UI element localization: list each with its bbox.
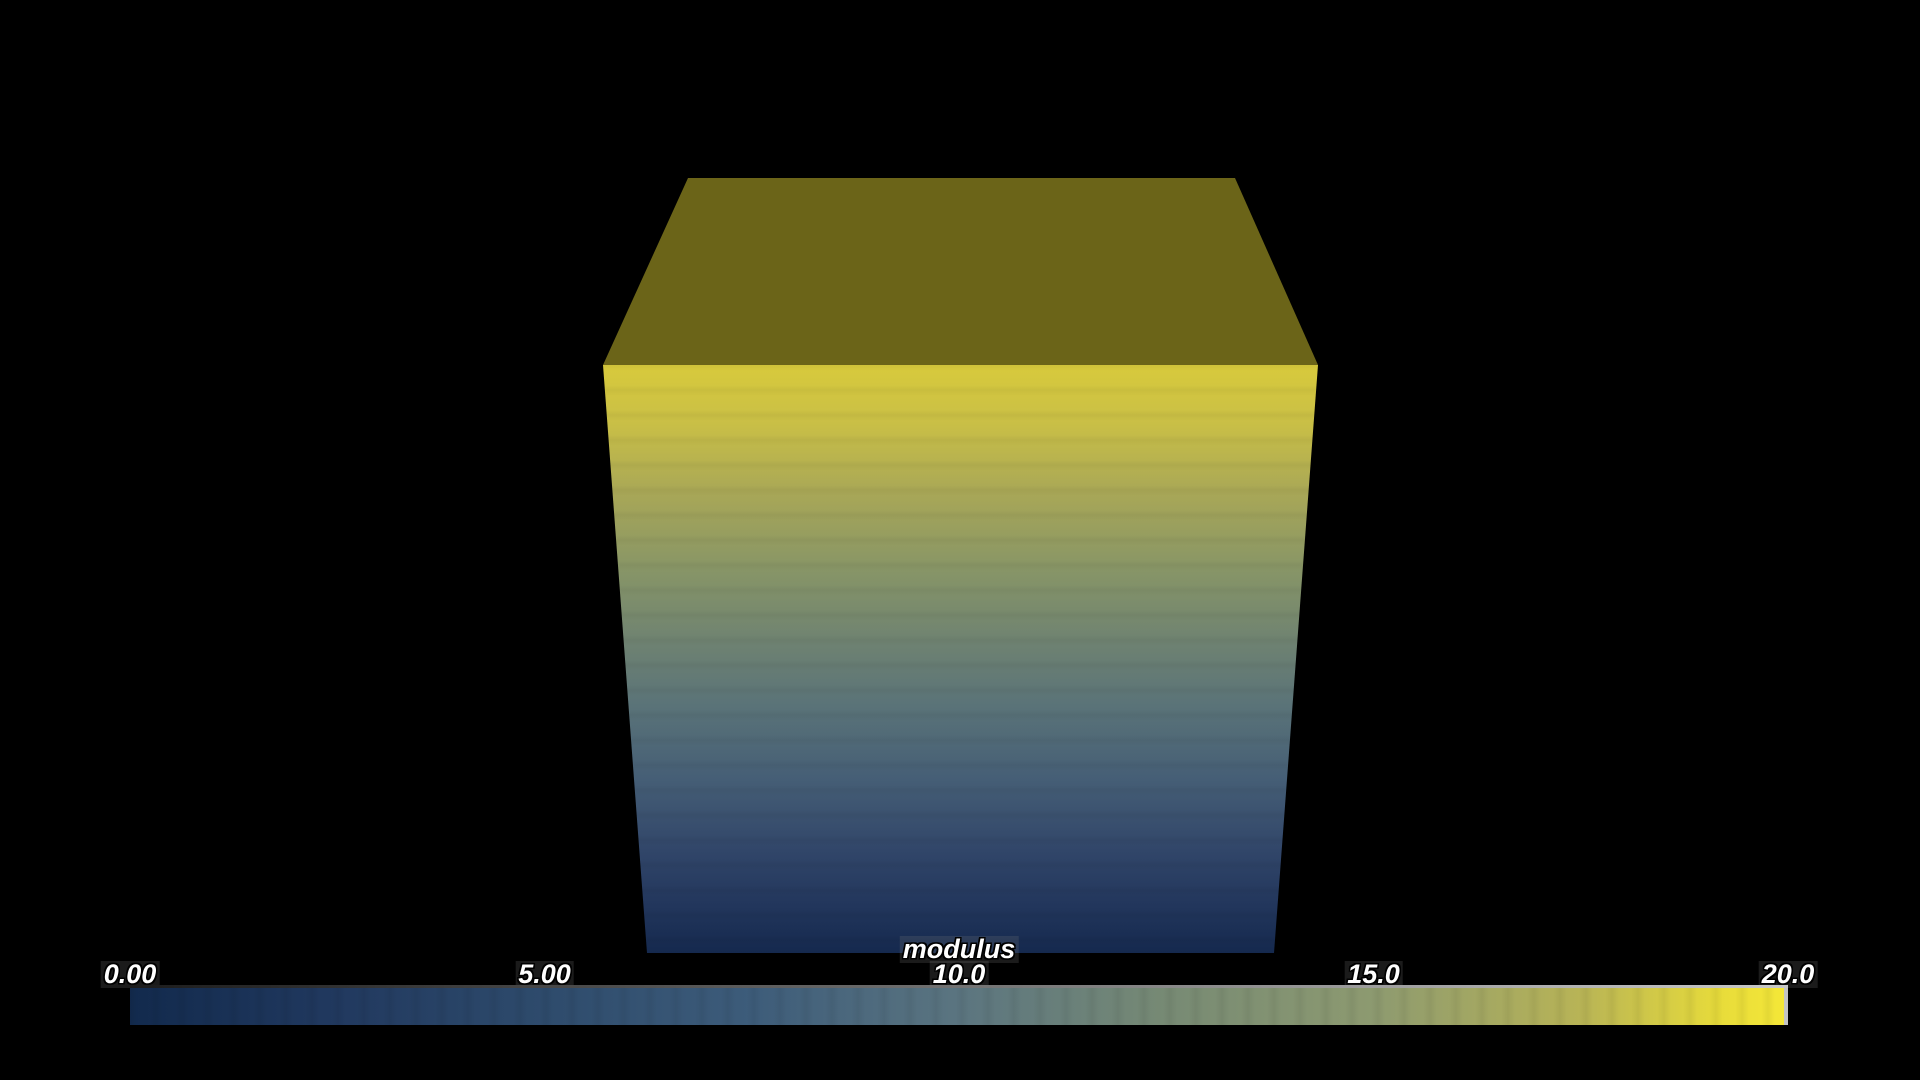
tick-label-5: 5.00: [515, 961, 574, 988]
tick-label-15: 15.0: [1344, 961, 1403, 988]
cube-front-face: [603, 365, 1318, 953]
colorbar-tick-line: [130, 985, 1788, 988]
cube-top-face: [603, 178, 1318, 365]
scalar-bar[interactable]: modulus 0.00 5.00 10.0 15.0 20.0: [100, 936, 1818, 1028]
scalar-bar-tick-labels: 0.00 5.00 10.0 15.0 20.0: [100, 961, 1818, 988]
tick-label-10: 10.0: [929, 961, 989, 988]
tick-label-20: 20.0: [1758, 961, 1818, 988]
tick-label-0: 0.00: [100, 961, 160, 988]
colorbar-gradient: [130, 988, 1788, 1025]
colorbar-end-cap: [1784, 988, 1788, 1025]
scalar-bar-title: modulus: [899, 936, 1019, 963]
